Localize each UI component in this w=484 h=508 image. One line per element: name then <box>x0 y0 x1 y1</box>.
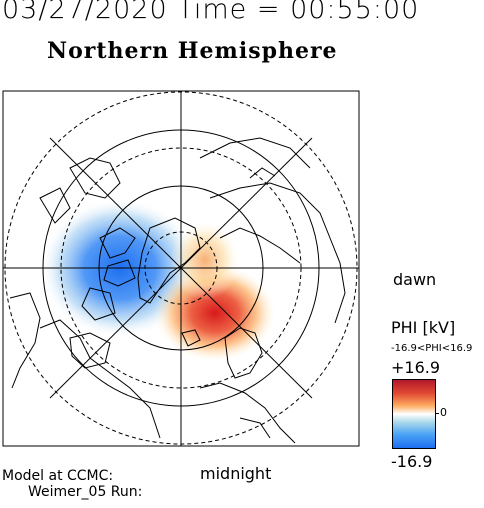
polar-map <box>2 90 360 447</box>
colorbar <box>392 379 436 449</box>
colorbar-title: PHI [kV] <box>391 318 456 337</box>
positive-potential-cell-dawn <box>170 220 240 300</box>
colorbar-zero-tick <box>435 413 439 414</box>
meridian-diag-2 <box>49 137 313 399</box>
midnight-label: midnight <box>200 464 272 483</box>
hemisphere-title: Northern Hemisphere <box>47 38 338 64</box>
colorbar-range: -16.9<PHI<16.9 <box>391 343 473 354</box>
date-time-title: 03/27/2020 Time = 00:55:00 <box>2 0 420 25</box>
dawn-label: dawn <box>393 270 437 289</box>
coastlines <box>9 137 346 444</box>
model-label: Model at CCMC: <box>2 468 114 484</box>
colorbar-max-label: +16.9 <box>391 358 441 377</box>
colorbar-zero-label: 0 <box>440 406 447 419</box>
run-label: Weimer_05 Run: <box>28 484 143 500</box>
colorbar-min-label: -16.9 <box>391 452 433 471</box>
